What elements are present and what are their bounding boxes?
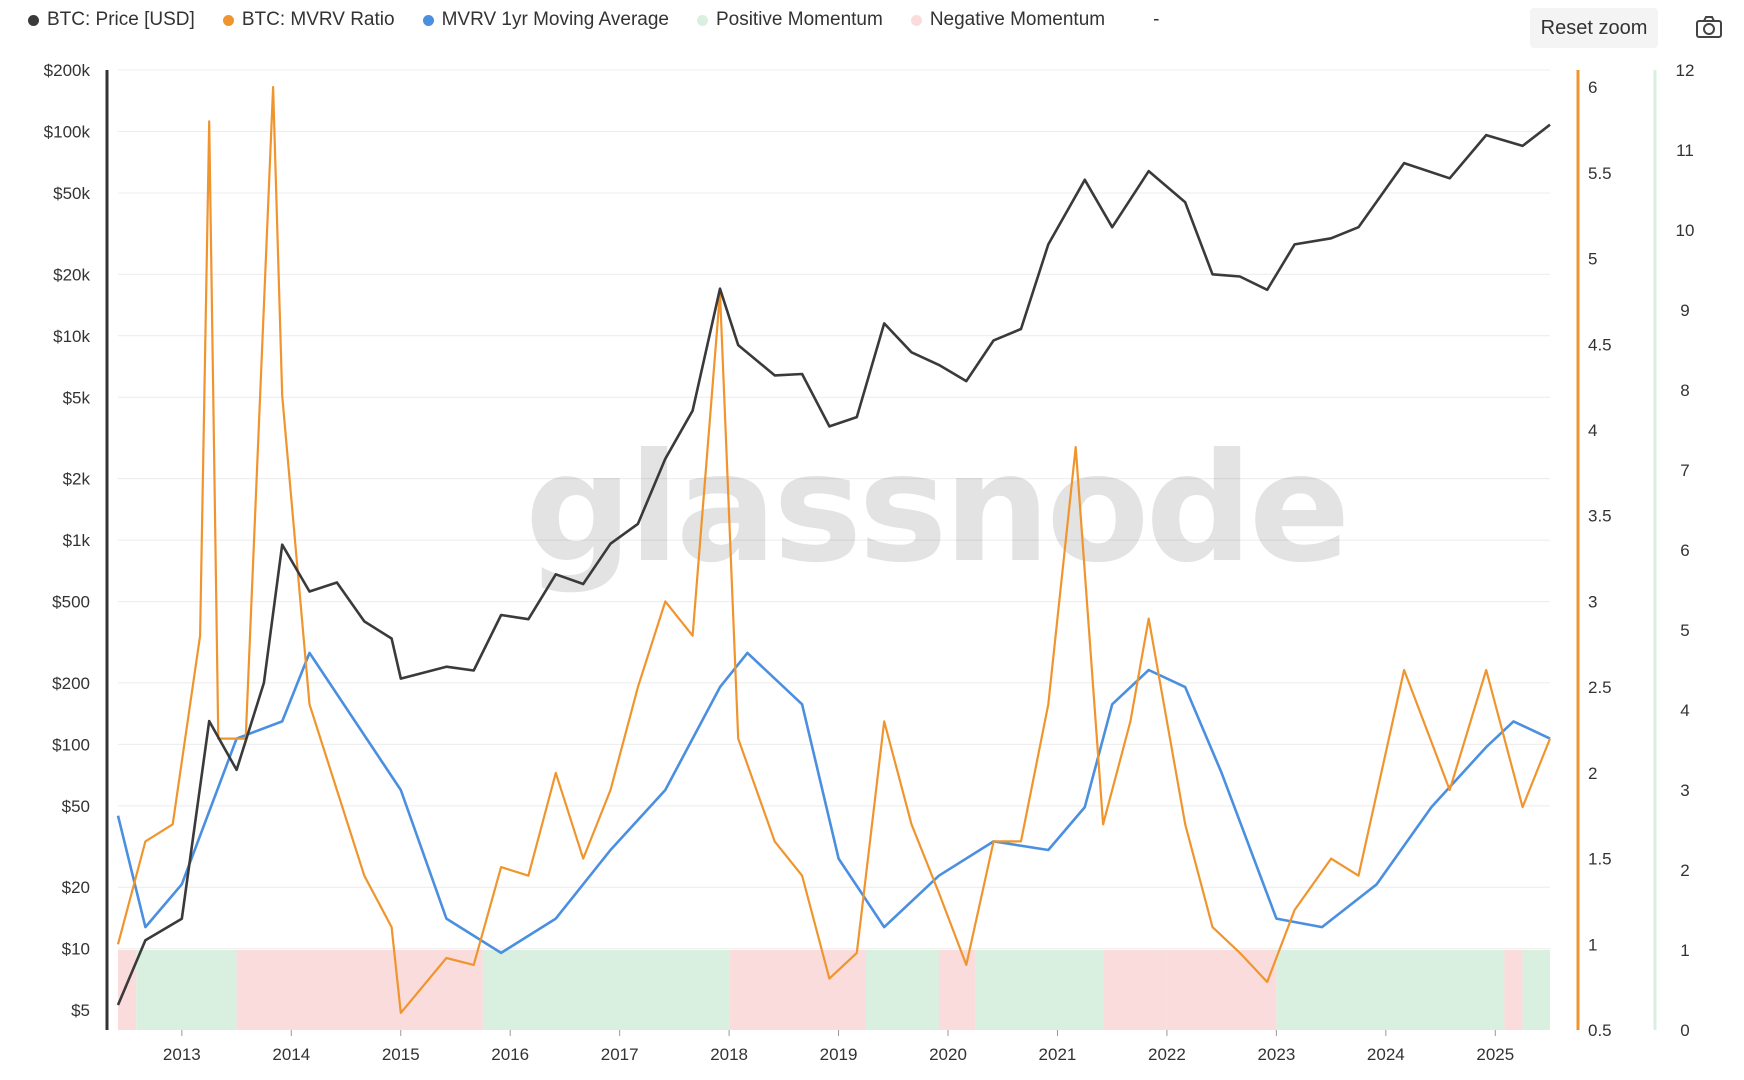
momentum-band-11 — [1504, 950, 1523, 1030]
legend-label-negative: Negative Momentum — [929, 9, 1106, 30]
legend-label-positive: Positive Momentum — [715, 9, 883, 30]
right-tick-label-mvrv-5: 3 — [1588, 592, 1597, 611]
momentum-band-3 — [482, 950, 730, 1030]
x-tick-label-12: 2025 — [1476, 1045, 1514, 1064]
right-tick-label-momentum-11: 11 — [1676, 141, 1694, 160]
left-tick-label-3: $50 — [62, 797, 90, 816]
legend-label-mvrv: BTC: MVRV Ratio — [241, 9, 395, 30]
momentum-band-0 — [118, 950, 137, 1030]
legend-trailing-dash: - — [1153, 9, 1160, 30]
right-tick-label-momentum-7: 7 — [1680, 461, 1689, 480]
x-tick-label-2: 2015 — [382, 1045, 420, 1064]
grid-lines — [118, 69, 1550, 1011]
momentum-band-8 — [1103, 950, 1167, 1030]
momentum-bands — [118, 950, 1550, 1030]
series-lines — [116, 86, 1552, 1014]
series-line-2 — [116, 651, 1551, 955]
right-tick-label-mvrv-0: 0.5 — [1588, 1021, 1612, 1040]
x-tick-label-1: 2014 — [272, 1045, 310, 1064]
left-tick-label-10: $10k — [53, 327, 90, 346]
legend-label-price: BTC: Price [USD] — [47, 9, 195, 30]
right-tick-label-momentum-0: 0 — [1680, 1021, 1689, 1040]
momentum-band-2 — [236, 950, 483, 1030]
series-line-0 — [116, 123, 1551, 1006]
right-tick-label-mvrv-11: 6 — [1588, 78, 1597, 97]
right-tick-label-mvrv-2: 1.5 — [1588, 850, 1612, 869]
left-tick-label-14: $200k — [44, 61, 91, 80]
left-tick-label-12: $50k — [53, 184, 90, 203]
momentum-band-5 — [865, 950, 939, 1030]
x-tick-label-10: 2023 — [1257, 1045, 1295, 1064]
x-tick-label-11: 2024 — [1367, 1045, 1405, 1064]
left-tick-label-5: $200 — [52, 674, 90, 693]
legend: BTC: Price [USD] BTC: MVRV Ratio MVRV 1y… — [28, 6, 1159, 34]
right-tick-label-momentum-3: 3 — [1680, 781, 1689, 800]
momentum-band-6 — [938, 950, 976, 1030]
momentum-band-12 — [1522, 950, 1550, 1030]
left-tick-label-7: $1k — [63, 531, 91, 550]
right-tick-label-mvrv-6: 3.5 — [1588, 507, 1612, 526]
x-tick-label-9: 2022 — [1148, 1045, 1186, 1064]
right-tick-label-momentum-6: 6 — [1680, 541, 1689, 560]
camera-icon-graphic — [1696, 16, 1722, 38]
x-tick-label-5: 2018 — [710, 1045, 748, 1064]
momentum-band-10 — [1276, 950, 1505, 1030]
x-tick-label-7: 2020 — [929, 1045, 967, 1064]
legend-item-negative[interactable]: Negative Momentum — [910, 9, 1106, 31]
right-tick-label-mvrv-10: 5.5 — [1588, 164, 1612, 183]
x-tick-label-6: 2019 — [820, 1045, 858, 1064]
legend-dot-mvrv — [222, 14, 234, 26]
legend-dot-negative — [910, 14, 922, 26]
legend-label-mvrv-ma: MVRV 1yr Moving Average — [441, 9, 669, 30]
right-tick-label-mvrv-1: 1 — [1588, 935, 1597, 954]
right-tick-label-momentum-12: 12 — [1676, 61, 1695, 80]
legend-item-mvrv[interactable]: BTC: MVRV Ratio — [222, 9, 395, 31]
left-tick-label-0: $5 — [71, 1001, 90, 1020]
axes: $5 $10 $20 $50 $100 $200 $500 $1k $2k $5k $10k $20k… — [44, 61, 1695, 1064]
right-tick-label-momentum-4: 4 — [1680, 701, 1689, 720]
right-tick-label-momentum-8: 8 — [1680, 381, 1689, 400]
legend-dot-mvrv-ma — [422, 14, 434, 26]
watermark: glassnode — [525, 422, 1347, 596]
left-tick-label-2: $20 — [62, 878, 90, 897]
left-tick-label-13: $100k — [44, 123, 91, 142]
momentum-band-7 — [975, 950, 1104, 1030]
right-tick-label-mvrv-9: 5 — [1588, 250, 1597, 269]
right-tick-label-mvrv-8: 4.5 — [1588, 335, 1612, 354]
legend-item-positive[interactable]: Positive Momentum — [696, 9, 883, 31]
camera-icon[interactable] — [1694, 14, 1724, 40]
x-tick-label-4: 2017 — [601, 1045, 639, 1064]
momentum-band-9 — [1166, 950, 1277, 1030]
legend-dot-price — [28, 14, 39, 26]
legend-item-mvrv-ma[interactable]: MVRV 1yr Moving Average — [422, 9, 669, 31]
left-tick-label-9: $5k — [63, 388, 91, 407]
legend-item-price[interactable]: BTC: Price [USD] — [28, 9, 195, 31]
right-tick-label-momentum-10: 10 — [1676, 221, 1695, 240]
right-tick-label-momentum-5: 5 — [1680, 621, 1689, 640]
reset-zoom-button[interactable]: Reset zoom — [1530, 8, 1658, 48]
right-tick-label-momentum-1: 1 — [1680, 941, 1689, 960]
momentum-band-1 — [136, 950, 237, 1030]
right-tick-label-mvrv-4: 2.5 — [1588, 678, 1612, 697]
series-line-1 — [116, 86, 1552, 1014]
momentum-band-4 — [729, 950, 866, 1030]
x-tick-label-3: 2016 — [491, 1045, 529, 1064]
x-tick-label-0: 2013 — [163, 1045, 201, 1064]
x-tick-label-8: 2021 — [1039, 1045, 1077, 1064]
left-tick-label-1: $10 — [62, 940, 90, 959]
right-tick-label-momentum-2: 2 — [1680, 861, 1689, 880]
left-tick-label-11: $20k — [53, 265, 90, 284]
right-tick-label-mvrv-3: 2 — [1588, 764, 1597, 783]
left-tick-label-8: $2k — [63, 470, 91, 489]
legend-dot-positive — [696, 14, 708, 26]
right-tick-label-momentum-9: 9 — [1680, 301, 1689, 320]
right-tick-label-mvrv-7: 4 — [1588, 421, 1597, 440]
left-tick-label-4: $100 — [52, 735, 90, 754]
left-tick-label-6: $500 — [52, 593, 90, 612]
